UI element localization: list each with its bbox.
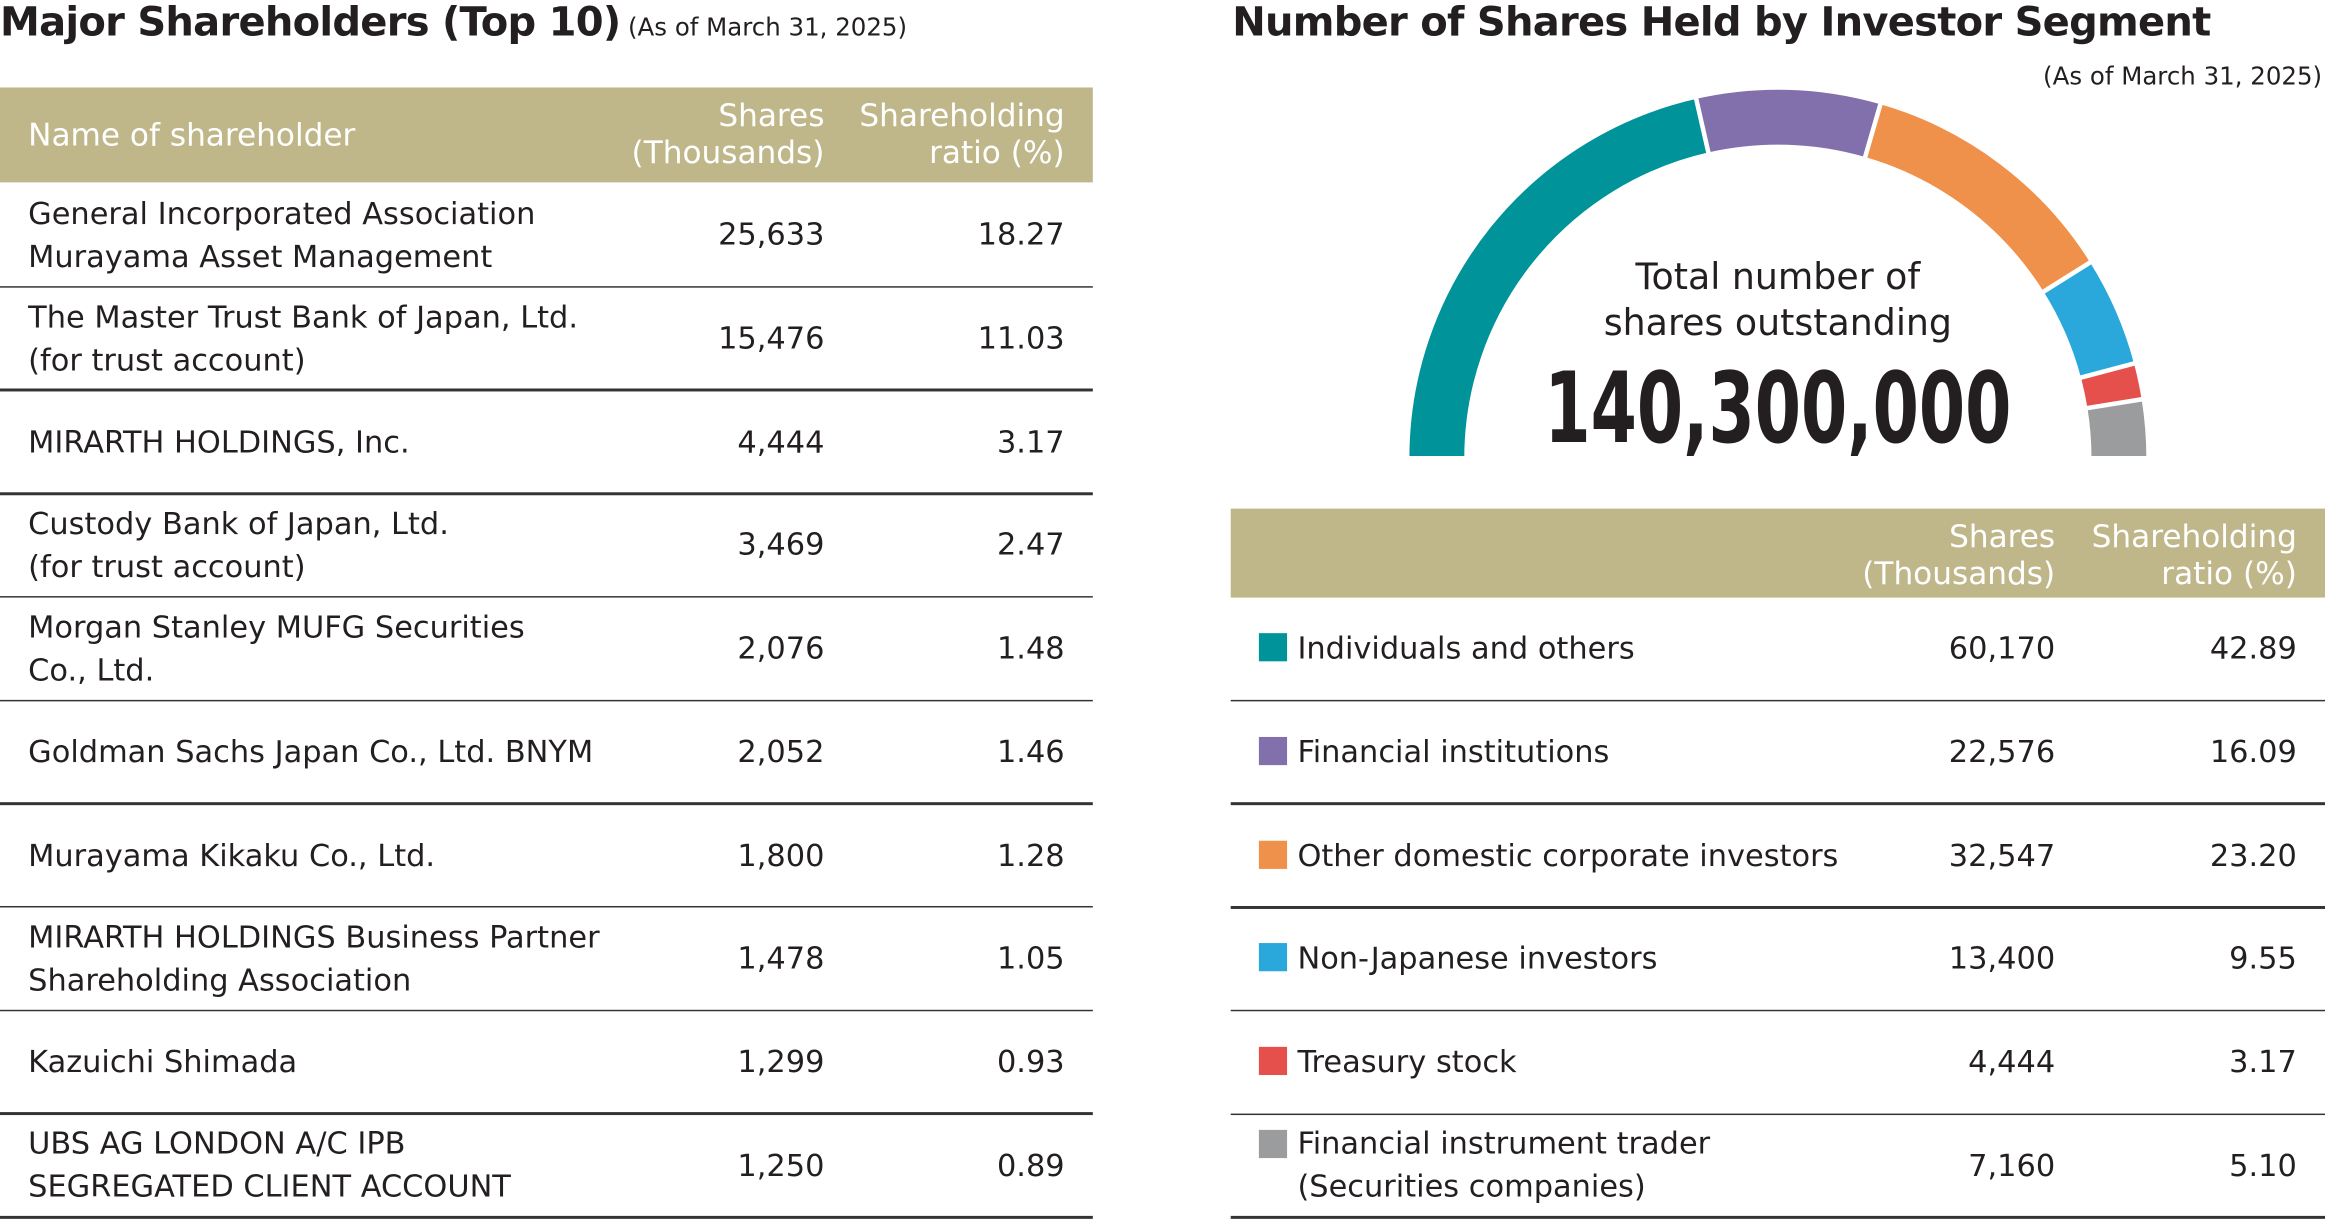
cell: 1.46 [996,733,1065,770]
cell: UBS AG LONDON A/C IPB SEGREGATED CLIENT … [28,1125,511,1205]
header-cell: Shares (Thousands) [631,97,825,171]
legend-label: Other domestic corporate investors [1297,837,1839,873]
center-label-line: Total number of [1635,255,1922,298]
cell: Goldman Sachs Japan Co., Ltd. BNYM [28,733,594,770]
header-band [1230,508,2325,598]
left-heading: Major Shareholders (Top 10) (As of March… [0,0,907,46]
legend-swatch [1258,1047,1288,1076]
header-band [0,87,1093,183]
cell: 11.03 [977,320,1065,356]
left-title: Major Shareholders (Top 10) [0,0,621,46]
row-rule [0,389,1093,392]
header-cell: Shareholding ratio (%) [2091,518,2297,592]
row-rule [0,802,1093,805]
cell: 0.89 [996,1147,1065,1183]
row-rule [0,1009,1093,1012]
shares-value: 13,400 [1948,940,2056,977]
shares-value: 32,547 [1948,837,2056,873]
ratio-value: 3.17 [2229,1044,2297,1080]
cell: The Master Trust Bank of Japan, Ltd. (fo… [28,298,579,378]
cell: 1.48 [996,630,1065,666]
ratio-value: 42.89 [2209,630,2297,667]
cell: 3.17 [996,423,1065,460]
cell: 1,478 [737,940,825,977]
chart-title: Number of Shares Held by Investor Segmen… [1232,0,2211,46]
legend-swatch [1258,633,1288,662]
row-rule [0,1215,1093,1219]
cell: 25,633 [718,216,825,253]
legend-swatch [1258,840,1288,869]
ratio-value: 16.09 [2209,734,2297,770]
cell: 2.47 [996,527,1065,563]
donut-segment [1693,85,1884,162]
cell: MIRARTH HOLDINGS Business Partner Shareh… [28,918,600,998]
row-rule [0,492,1093,495]
cell: 1.05 [996,940,1065,977]
left-subtitle: (As of March 31, 2025) [628,13,908,42]
row-rule [0,699,1093,702]
shares-value: 7,160 [1968,1147,2056,1184]
legend-swatch [1258,1130,1288,1159]
shares-value: 22,576 [1948,734,2056,770]
cell: Murayama Kikaku Co., Ltd. [28,837,436,873]
cell: Custody Bank of Japan, Ltd. (for trust a… [28,505,449,585]
center-label-line: shares outstanding [1604,301,1952,344]
legend-label: Non-Japanese investors [1297,940,1658,977]
row-rule [1230,699,2325,702]
shares-value: 60,170 [1948,630,2056,667]
legend-label: Individuals and others [1297,630,1635,667]
cell: Kazuichi Shimada [28,1043,298,1080]
legend-label: Financial institutions [1297,734,1610,770]
cell: 4,444 [737,423,825,460]
row-rule [0,595,1093,599]
legend-label: Treasury stock [1297,1044,1517,1080]
chart-subtitle: (As of March 31, 2025) [2043,62,2323,91]
cell: 15,476 [718,320,825,356]
ratio-value: 5.10 [2229,1147,2297,1184]
center-label: Total number of shares outstanding [1604,255,1952,344]
row-rule [1230,906,2325,909]
row-rule [0,285,1093,288]
legend-swatch [1258,737,1288,766]
row-rule [0,905,1093,909]
cell: General Incorporated Association Murayam… [28,195,536,275]
row-rule [0,1112,1093,1115]
cell: 1,800 [737,837,825,873]
ratio-value: 23.20 [2209,837,2297,873]
cell: 2,076 [737,630,825,666]
cell: MIRARTH HOLDINGS, Inc. [28,423,410,460]
cell: 1.28 [996,837,1065,873]
cell: 3,469 [737,527,825,563]
legend-label: Financial instrument trader (Securities … [1297,1125,1711,1205]
header-cell: Shares (Thousands) [1862,518,2056,592]
donut-chart: Total number of shares outstanding140,300… [1404,85,2151,466]
legend-swatch [1258,943,1288,972]
row-rule [1230,1009,2325,1012]
header-cell: Name of shareholder [28,117,356,153]
row-rule [1230,1112,2325,1116]
cell: 1,250 [737,1147,825,1183]
ratio-value: 9.55 [2229,940,2297,977]
shares-value: 4,444 [1968,1044,2056,1080]
header-cell: Shareholding ratio (%) [859,97,1065,171]
cell: 2,052 [737,733,825,770]
cell: 1,299 [737,1043,825,1080]
cell: Morgan Stanley MUFG Securities Co., Ltd. [28,608,525,688]
center-total: 140,300,000 [1544,352,2011,466]
row-rule [1230,802,2325,805]
donut-segment [2082,396,2151,461]
cell: 18.27 [977,216,1065,253]
row-rule [1230,1216,2325,1219]
cell: 0.93 [996,1043,1065,1080]
